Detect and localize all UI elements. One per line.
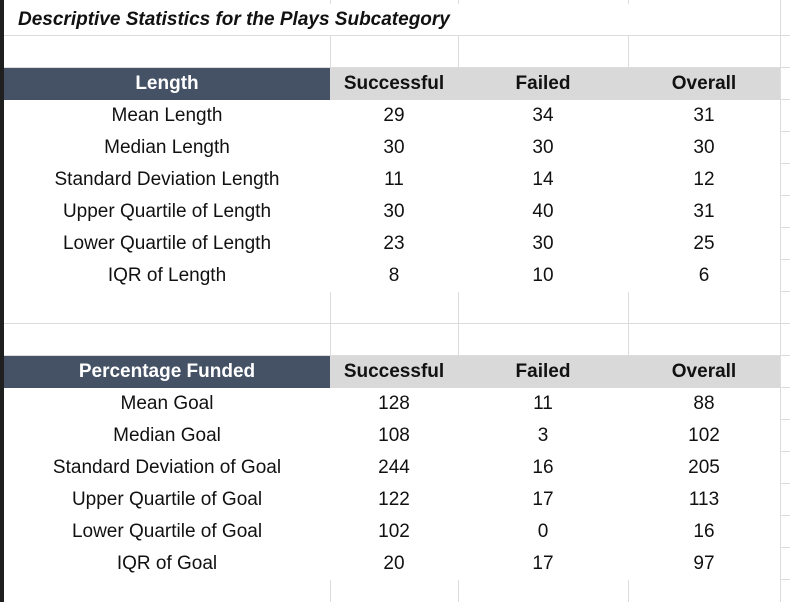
successful-value-cell[interactable]: 30 bbox=[330, 132, 458, 164]
table-row: Lower Quartile of Goal 102 0 16 bbox=[4, 516, 780, 548]
failed-value-cell[interactable]: 30 bbox=[458, 132, 628, 164]
successful-value-cell[interactable]: 11 bbox=[330, 164, 458, 196]
row-label-cell[interactable]: Standard Deviation of Goal bbox=[4, 452, 330, 484]
successful-value-cell[interactable]: 122 bbox=[330, 484, 458, 516]
failed-value-cell[interactable]: 16 bbox=[458, 452, 628, 484]
overall-value-cell[interactable]: 88 bbox=[628, 388, 780, 420]
header-cell-length[interactable]: Length bbox=[4, 68, 330, 100]
header-cell-failed[interactable]: Failed bbox=[458, 356, 628, 388]
successful-value-cell[interactable]: 8 bbox=[330, 260, 458, 292]
table-row: Standard Deviation of Goal 244 16 205 bbox=[4, 452, 780, 484]
row-label-cell[interactable]: Lower Quartile of Goal bbox=[4, 516, 330, 548]
successful-value-cell[interactable]: 30 bbox=[330, 196, 458, 228]
header-cell-overall[interactable]: Overall bbox=[628, 356, 780, 388]
successful-value-cell[interactable]: 20 bbox=[330, 548, 458, 580]
failed-value-cell[interactable]: 17 bbox=[458, 484, 628, 516]
column-divider bbox=[780, 0, 781, 602]
failed-value-cell[interactable]: 40 bbox=[458, 196, 628, 228]
table-row: Mean Goal 128 11 88 bbox=[4, 388, 780, 420]
row-label-cell[interactable]: Median Length bbox=[4, 132, 330, 164]
failed-value-cell[interactable]: 10 bbox=[458, 260, 628, 292]
header-cell-percentage-funded[interactable]: Percentage Funded bbox=[4, 356, 330, 388]
overall-value-cell[interactable]: 31 bbox=[628, 100, 780, 132]
row-label-cell[interactable]: Lower Quartile of Length bbox=[4, 228, 330, 260]
failed-value-cell[interactable]: 34 bbox=[458, 100, 628, 132]
successful-value-cell[interactable]: 102 bbox=[330, 516, 458, 548]
header-cell-successful[interactable]: Successful bbox=[330, 356, 458, 388]
sheet-title: Descriptive Statistics for the Plays Sub… bbox=[18, 9, 450, 30]
failed-value-cell[interactable]: 11 bbox=[458, 388, 628, 420]
successful-value-cell[interactable]: 128 bbox=[330, 388, 458, 420]
header-cell-overall[interactable]: Overall bbox=[628, 68, 780, 100]
table-header-row: Length Successful Failed Overall bbox=[4, 68, 780, 100]
successful-value-cell[interactable]: 23 bbox=[330, 228, 458, 260]
successful-value-cell[interactable]: 108 bbox=[330, 420, 458, 452]
successful-value-cell[interactable]: 244 bbox=[330, 452, 458, 484]
overall-value-cell[interactable]: 16 bbox=[628, 516, 780, 548]
header-cell-successful[interactable]: Successful bbox=[330, 68, 458, 100]
sheet-left-edge bbox=[0, 0, 4, 602]
row-label-cell[interactable]: Upper Quartile of Length bbox=[4, 196, 330, 228]
table-row: Upper Quartile of Length 30 40 31 bbox=[4, 196, 780, 228]
table-row: IQR of Goal 20 17 97 bbox=[4, 548, 780, 580]
overall-value-cell[interactable]: 12 bbox=[628, 164, 780, 196]
table-row: Median Goal 108 3 102 bbox=[4, 420, 780, 452]
overall-value-cell[interactable]: 31 bbox=[628, 196, 780, 228]
table-row: Median Length 30 30 30 bbox=[4, 132, 780, 164]
table-row: Mean Length 29 34 31 bbox=[4, 100, 780, 132]
overall-value-cell[interactable]: 205 bbox=[628, 452, 780, 484]
row-label-cell[interactable]: Mean Goal bbox=[4, 388, 330, 420]
row-label-cell[interactable]: Median Goal bbox=[4, 420, 330, 452]
column-divider bbox=[628, 0, 629, 602]
table-row: Lower Quartile of Length 23 30 25 bbox=[4, 228, 780, 260]
percentage-funded-stats-table: Percentage Funded Successful Failed Over… bbox=[4, 356, 780, 580]
successful-value-cell[interactable]: 29 bbox=[330, 100, 458, 132]
failed-value-cell[interactable]: 3 bbox=[458, 420, 628, 452]
table-row: Upper Quartile of Goal 122 17 113 bbox=[4, 484, 780, 516]
table-row: Standard Deviation Length 11 14 12 bbox=[4, 164, 780, 196]
overall-value-cell[interactable]: 6 bbox=[628, 260, 780, 292]
overall-value-cell[interactable]: 97 bbox=[628, 548, 780, 580]
failed-value-cell[interactable]: 0 bbox=[458, 516, 628, 548]
table-row: IQR of Length 8 10 6 bbox=[4, 260, 780, 292]
row-label-cell[interactable]: Upper Quartile of Goal bbox=[4, 484, 330, 516]
row-label-cell[interactable]: IQR of Goal bbox=[4, 548, 330, 580]
title-cell[interactable]: Descriptive Statistics for the Plays Sub… bbox=[4, 4, 629, 35]
failed-value-cell[interactable]: 30 bbox=[458, 228, 628, 260]
overall-value-cell[interactable]: 30 bbox=[628, 132, 780, 164]
row-label-cell[interactable]: Standard Deviation Length bbox=[4, 164, 330, 196]
failed-value-cell[interactable]: 14 bbox=[458, 164, 628, 196]
row-label-cell[interactable]: IQR of Length bbox=[4, 260, 330, 292]
length-stats-table: Length Successful Failed Overall Mean Le… bbox=[4, 68, 780, 292]
column-divider bbox=[330, 0, 331, 602]
header-cell-failed[interactable]: Failed bbox=[458, 68, 628, 100]
overall-value-cell[interactable]: 102 bbox=[628, 420, 780, 452]
column-divider bbox=[458, 0, 459, 602]
overall-value-cell[interactable]: 113 bbox=[628, 484, 780, 516]
row-label-cell[interactable]: Mean Length bbox=[4, 100, 330, 132]
overall-value-cell[interactable]: 25 bbox=[628, 228, 780, 260]
failed-value-cell[interactable]: 17 bbox=[458, 548, 628, 580]
table-header-row: Percentage Funded Successful Failed Over… bbox=[4, 356, 780, 388]
